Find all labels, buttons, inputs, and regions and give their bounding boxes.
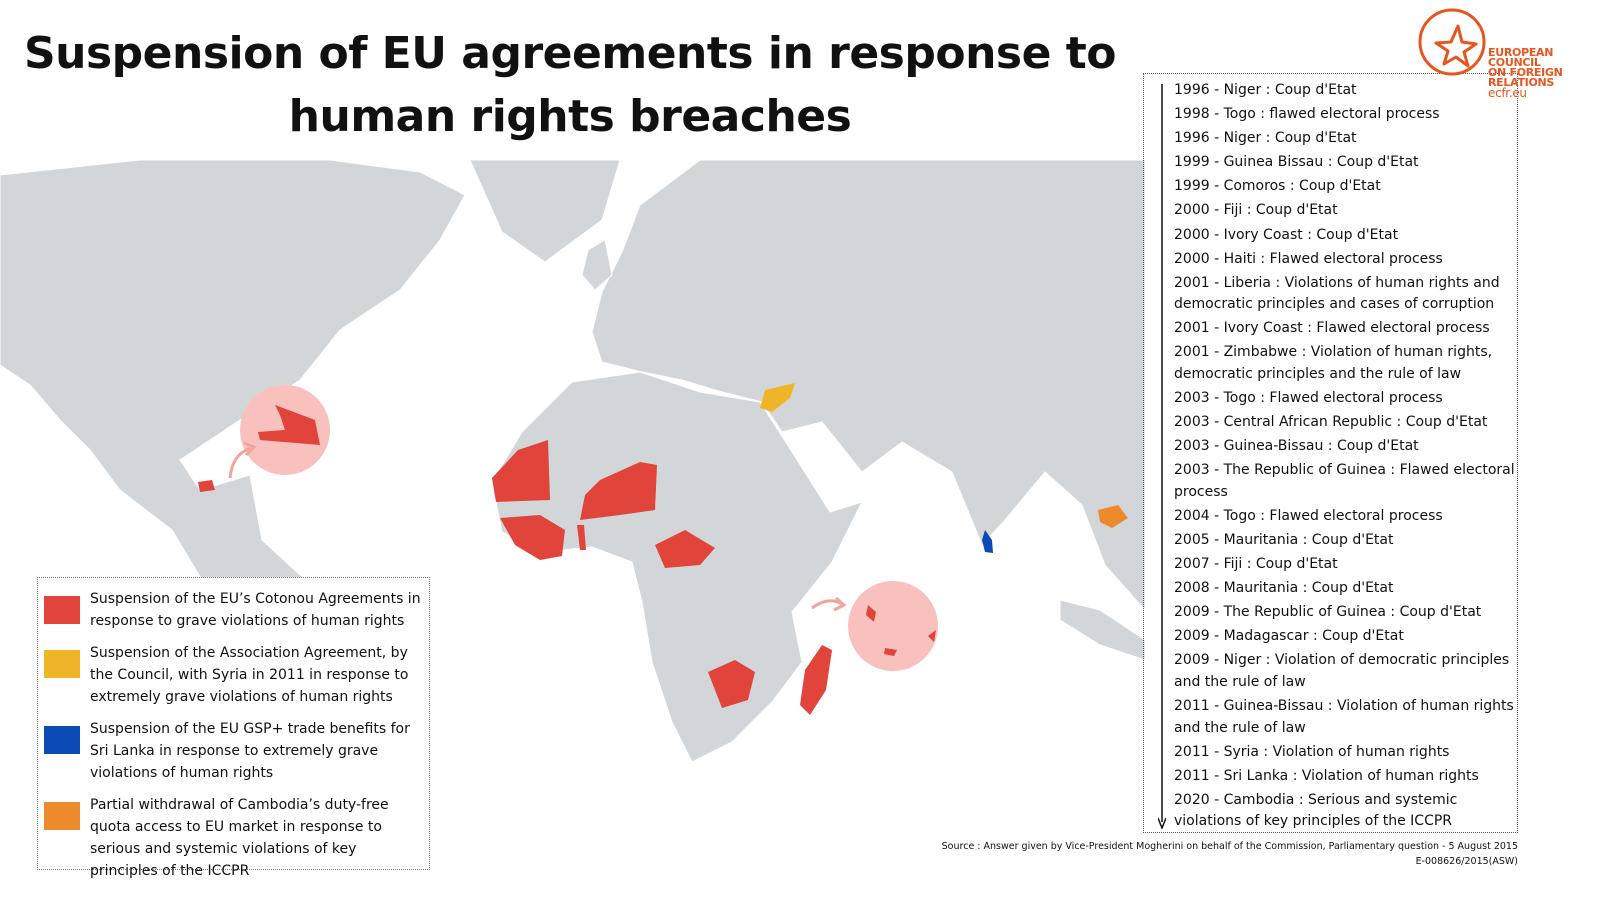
logo-url: ecfr.eu bbox=[1488, 86, 1527, 100]
timeline-entry: 2020 - Cambodia : Serious and systemic v… bbox=[1174, 791, 1458, 830]
timeline: 1996 - Niger : Coup d'Etat 1998 - Togo : … bbox=[1143, 73, 1518, 833]
inset-comoros bbox=[811, 581, 938, 671]
timeline-entry: 2001 - Zimbabwe : Violation of human rig… bbox=[1174, 344, 1493, 382]
timeline-arrow bbox=[1158, 84, 1166, 829]
logo-text: EUROPEAN COUNCIL ON FOREIGN RELATIONS ecfr.e… bbox=[1488, 46, 1563, 100]
timeline-entry: 2001 - Liberia : Violations of human rig… bbox=[1174, 274, 1500, 313]
logo: EUROPEAN COUNCIL ON FOREIGN RELATIONS ecfr.e… bbox=[1416, 4, 1596, 99]
timeline-entry: 1999 - Guinea Bissau : Coup d'Etat bbox=[1174, 154, 1419, 171]
legend-text: Suspension of the Association Agreement,… bbox=[90, 645, 409, 705]
timeline-entry: 2007 - Fiji : Coup d'Etat bbox=[1174, 556, 1338, 573]
source-line: Source : Answer given by Vice-President … bbox=[941, 841, 1518, 852]
timeline-entry: 2009 - The Republic of Guinea : Coup d'E… bbox=[1174, 604, 1482, 621]
timeline-entry: 2005 - Mauritania : Coup d'Etat bbox=[1174, 532, 1394, 548]
timeline-entry: 1998 - Togo : flawed electoral process bbox=[1174, 106, 1440, 123]
timeline-entry: 2011 - Sri Lanka : Violation of human ri… bbox=[1174, 767, 1479, 784]
highlight-west-africa bbox=[500, 515, 565, 560]
legend-text: Suspension of the EU’s Cotonou Agreement… bbox=[90, 591, 421, 629]
highlight-mauritania bbox=[492, 440, 550, 502]
land-uk bbox=[581, 239, 613, 291]
logo-emblem bbox=[1418, 8, 1486, 76]
legend-item: Partial withdrawal of Cambodia’s duty-fr… bbox=[44, 794, 423, 882]
legend-item: Suspension of the EU GSP+ trade benefits… bbox=[44, 718, 423, 784]
legend-item: Suspension of the EU’s Cotonou Agreement… bbox=[44, 588, 423, 632]
legend-text: Partial withdrawal of Cambodia’s duty-fr… bbox=[90, 797, 389, 879]
land-indonesia bbox=[1059, 599, 1145, 661]
timeline-entry: 2000 - Ivory Coast : Coup d'Etat bbox=[1174, 226, 1399, 243]
highlight-zimbabwe bbox=[708, 660, 755, 708]
timeline-entry: 1999 - Comoros : Coup d'Etat bbox=[1174, 178, 1381, 195]
logo-line: EUROPEAN bbox=[1488, 46, 1554, 59]
timeline-entry: 2003 - Guinea-Bissau : Coup d'Etat bbox=[1174, 438, 1419, 455]
timeline-entry: 2003 - The Republic of Guinea : Flawed e… bbox=[1174, 462, 1515, 500]
timeline-entry: 2003 - Central African Republic : Coup d… bbox=[1174, 414, 1488, 431]
legend-swatch bbox=[44, 802, 80, 830]
timeline-entry: 2008 - Mauritania : Coup d'Etat bbox=[1174, 580, 1394, 597]
land-eurasia bbox=[591, 159, 1145, 611]
source-line: E-008626/2015(ASW) bbox=[1415, 856, 1518, 867]
legend-item: Suspension of the Association Agreement,… bbox=[44, 642, 423, 708]
logo-line: ON FOREIGN bbox=[1488, 66, 1563, 79]
source: Source : Answer given by Vice-President … bbox=[942, 839, 1518, 869]
legend: Suspension of the EU’s Cotonou Agreement… bbox=[37, 577, 430, 879]
timeline-entry: 2000 - Fiji : Coup d'Etat bbox=[1174, 202, 1338, 219]
timeline-entry: 1996 - Niger : Coup d'Etat bbox=[1174, 130, 1357, 147]
inset-comoros-shape bbox=[866, 605, 936, 656]
legend-text: Suspension of the EU GSP+ trade benefits… bbox=[90, 721, 410, 781]
timeline-entry: 2009 - Madagascar : Coup d'Etat bbox=[1174, 628, 1404, 645]
timeline-entry: 2001 - Ivory Coast : Flawed electoral pr… bbox=[1174, 320, 1490, 337]
highlight-niger bbox=[580, 462, 657, 520]
inset-haiti-shape bbox=[258, 405, 320, 445]
highlight-syria bbox=[760, 383, 795, 412]
highlight-haiti bbox=[198, 480, 215, 492]
highlight-cambodia bbox=[1098, 505, 1128, 528]
highlight-madagascar bbox=[800, 645, 832, 715]
land-greenland bbox=[469, 159, 621, 263]
legend-swatch bbox=[44, 726, 80, 754]
inset-haiti bbox=[228, 385, 330, 479]
timeline-entry: 2003 - Togo : Flawed electoral process bbox=[1174, 390, 1443, 407]
timeline-entry: 2011 - Syria : Violation of human rights bbox=[1174, 743, 1450, 760]
timeline-entry: 2000 - Haiti : Flawed electoral process bbox=[1174, 250, 1443, 267]
logo-line: RELATIONS bbox=[1488, 76, 1555, 89]
highlight-togo bbox=[577, 525, 586, 550]
legend-swatch bbox=[44, 596, 80, 624]
timeline-entry: 2009 - Niger : Violation of democratic p… bbox=[1174, 652, 1510, 690]
highlight-sri-lanka bbox=[982, 530, 993, 553]
page-title: Suspension of EU agreements in response … bbox=[23, 28, 1117, 142]
timeline-entry: 2011 - Guinea-Bissau : Violation of huma… bbox=[1174, 698, 1514, 736]
timeline-entry: 1996 - Niger : Coup d'Etat bbox=[1174, 82, 1357, 98]
highlight-car bbox=[655, 530, 715, 568]
timeline-entry: 2004 - Togo : Flawed electoral process bbox=[1174, 507, 1443, 524]
logo-line: COUNCIL bbox=[1488, 56, 1541, 69]
legend-swatch bbox=[44, 650, 80, 678]
